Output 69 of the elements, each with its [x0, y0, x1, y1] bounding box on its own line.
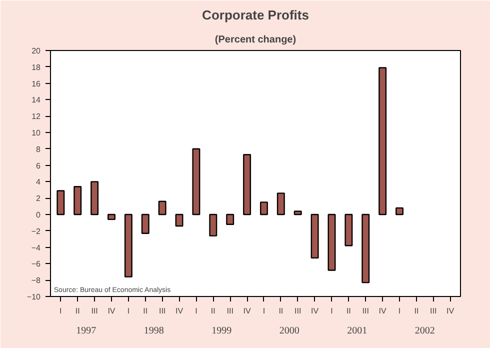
x-tick-label: III — [226, 306, 234, 316]
y-tick-label: 14 — [32, 96, 42, 105]
x-tick-label: II — [210, 306, 216, 316]
x-tick-label: I — [60, 306, 62, 316]
x-tick-label: IV — [108, 306, 116, 316]
x-tick-label: IV — [175, 306, 184, 316]
x-tick-label: III — [91, 306, 98, 316]
bar — [362, 214, 370, 284]
y-tick-label: 20 — [32, 46, 42, 56]
chart-title: Corporate Profits — [202, 8, 309, 22]
y-tick-label: 12 — [32, 112, 42, 122]
x-tick-label: I — [262, 306, 266, 316]
bar — [209, 214, 218, 236]
x-tick-label: IV — [378, 306, 388, 316]
x-tick-label: I — [195, 306, 198, 316]
text: 2002 — [414, 326, 435, 336]
y-tick-label: 18 — [32, 62, 42, 72]
x-tick-label: I — [398, 306, 401, 316]
bar — [158, 200, 166, 216]
bar — [74, 186, 82, 216]
bar — [294, 210, 302, 216]
y-tick-label: −6 — [31, 260, 42, 269]
y-tick-label: −2 — [31, 226, 42, 236]
text: 2000 — [279, 326, 300, 336]
bar — [310, 214, 319, 259]
bar — [90, 181, 99, 216]
bar — [141, 214, 150, 234]
bar — [260, 202, 268, 216]
x-tick-label: II — [346, 306, 351, 316]
bar — [243, 154, 252, 216]
x-tick-label: III — [158, 306, 166, 316]
y-tick-label: 8 — [36, 144, 42, 154]
bar — [276, 192, 285, 216]
x-tick-label: II — [75, 306, 80, 316]
y-tick-label: 6 — [36, 161, 42, 170]
bar — [175, 214, 184, 227]
x-tick-label: II — [143, 306, 148, 316]
x-tick-label: IV — [446, 306, 455, 316]
x-tick-label: IV — [243, 306, 252, 316]
y-tick-label: 4 — [36, 178, 42, 187]
bar — [124, 214, 132, 278]
x-tick-label: I — [330, 306, 333, 316]
bar — [344, 214, 353, 246]
x-tick-label: III — [362, 306, 369, 316]
bar — [226, 214, 234, 225]
y-tick-label: 10 — [32, 128, 42, 138]
y-tick-label: 0 — [36, 210, 42, 220]
y-tick-label: 2 — [36, 194, 42, 204]
bar — [378, 67, 387, 216]
bar — [56, 190, 65, 216]
bar — [396, 207, 404, 216]
x-tick-label: I — [127, 306, 130, 316]
chart-subtitle: (Percent change) — [214, 34, 296, 46]
bar — [192, 148, 200, 216]
y-tick-label: −8 — [31, 276, 42, 286]
bar — [328, 214, 336, 271]
y-tick-label: −4 — [31, 243, 42, 252]
bar — [108, 214, 116, 220]
x-tick-label: III — [430, 306, 437, 316]
y-tick-label: 16 — [32, 79, 42, 88]
text: 2001 — [347, 326, 368, 336]
y-tick-label: −10 — [26, 292, 42, 302]
x-tick-label: III — [294, 306, 302, 316]
x-tick-label: IV — [311, 306, 320, 316]
text: 1997 — [76, 326, 96, 336]
text: 1999 — [212, 326, 232, 336]
x-tick-label: II — [278, 306, 284, 316]
x-tick-label: II — [414, 306, 419, 316]
text: 1998 — [144, 326, 164, 336]
